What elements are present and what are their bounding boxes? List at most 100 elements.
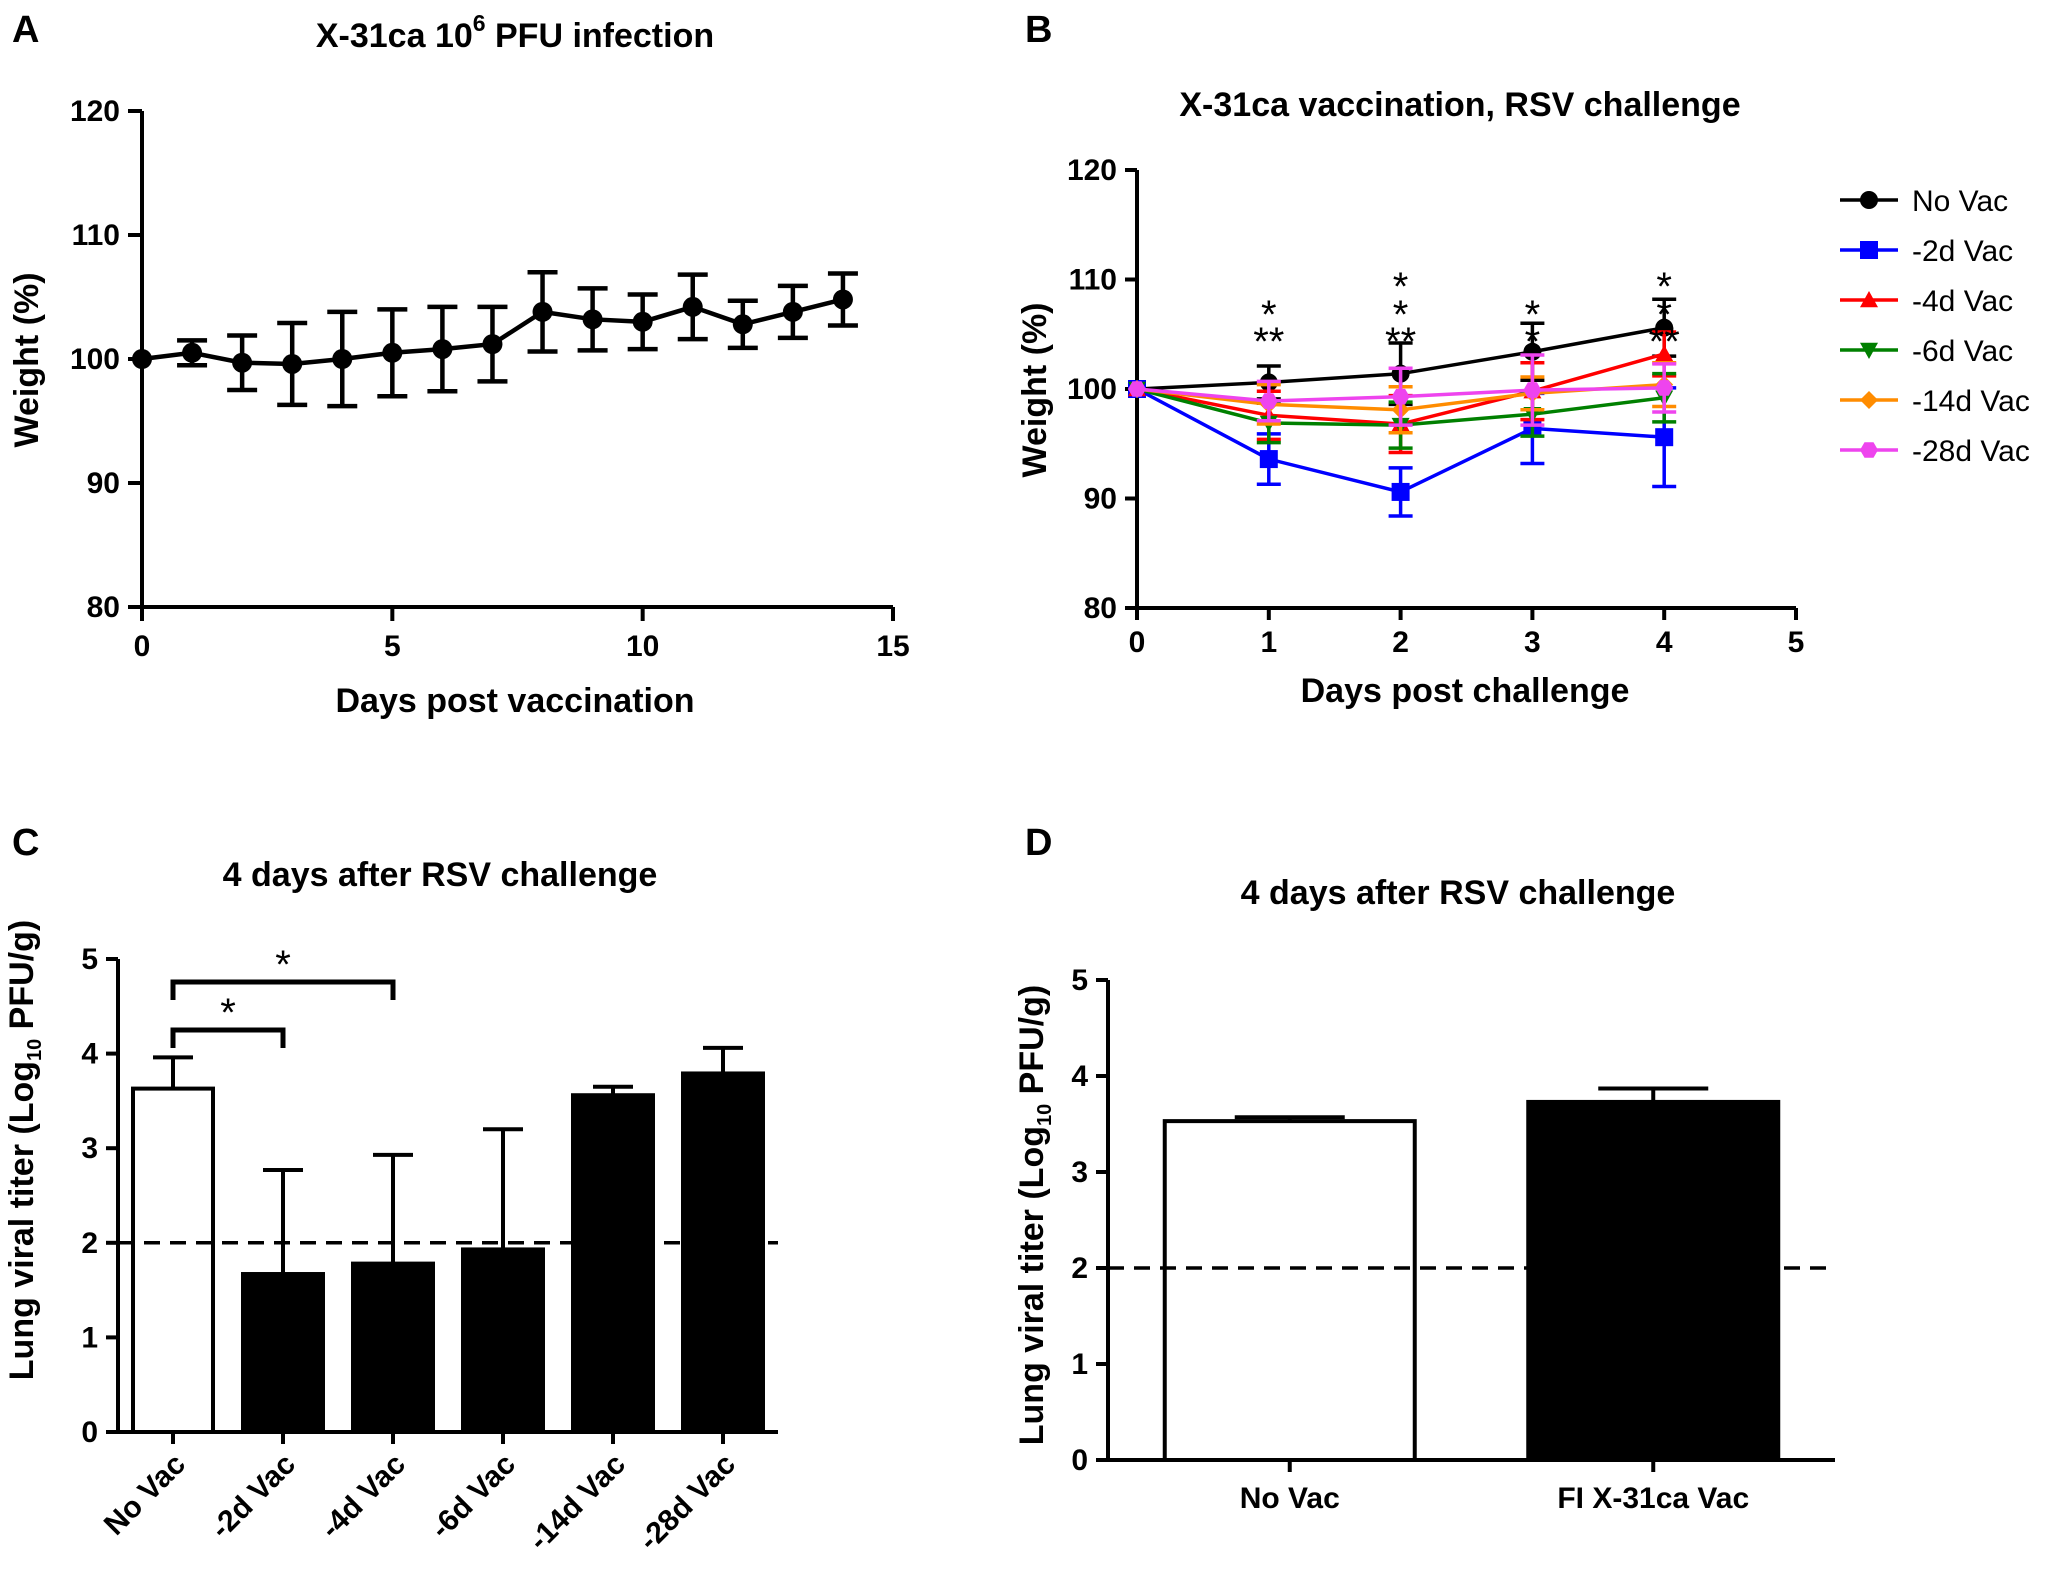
y-tick-label: 110 <box>72 219 120 252</box>
panel-a: A X-31ca 106 PFU infection 8090100110120… <box>8 9 910 720</box>
bar <box>241 1272 325 1434</box>
data-point <box>382 342 403 363</box>
bar <box>1526 1099 1781 1463</box>
y-tick-label: 2 <box>81 1227 98 1260</box>
legend-marker <box>1860 442 1878 458</box>
panel-c-title: 4 days after RSV challenge <box>223 856 658 894</box>
y-tick-label: 3 <box>1071 1156 1088 1189</box>
y-tick-label: 2 <box>1071 1252 1088 1285</box>
bar <box>131 1086 215 1435</box>
significance-star: ** <box>1253 320 1284 364</box>
legend-marker <box>1860 191 1878 209</box>
bracket-star: * <box>220 991 236 1035</box>
significance-star: * <box>1393 293 1409 337</box>
x-tick-label: -14d Vac <box>523 1448 632 1557</box>
panel-a-title: X-31ca 106 PFU infection <box>316 10 714 55</box>
significance-star: * <box>1656 265 1672 309</box>
y-tick-label: 3 <box>81 1132 98 1165</box>
data-point <box>632 311 653 332</box>
bar <box>351 1261 435 1435</box>
y-tick-label: 100 <box>1067 373 1117 406</box>
panel-letter-a: A <box>12 9 39 51</box>
significance-star: * <box>1393 265 1409 309</box>
y-tick-label: 110 <box>1069 264 1117 297</box>
panel-letter-b: B <box>1025 9 1052 51</box>
data-point <box>182 342 203 363</box>
data-point <box>1259 393 1278 409</box>
legend-item: -14d Vac <box>1840 385 2030 418</box>
panel-b: B X-31ca vaccination, RSV challenge 80 90… <box>1016 9 2030 710</box>
panel-b-title: X-31ca vaccination, RSV challenge <box>1179 86 1740 124</box>
x-tick-label: 1 <box>1260 626 1277 659</box>
data-point <box>1391 482 1410 501</box>
y-tick-label: 120 <box>70 95 120 128</box>
panel-c-plot: 0 1 2 3 4 5 No Vac -2d Vac -4d Vac -6d Vac -14d Va… <box>81 943 778 1557</box>
significance-star: * <box>1525 320 1541 364</box>
significance-bracket: * <box>170 991 286 1048</box>
data-point <box>582 309 603 330</box>
data-point <box>282 353 303 374</box>
legend-item: -28d Vac <box>1840 435 2030 468</box>
legend-marker <box>1860 241 1878 259</box>
significance-star: ** <box>1385 320 1416 364</box>
x-tick-label: 15 <box>876 630 909 663</box>
bar <box>461 1247 545 1434</box>
x-tick-label: No Vac <box>98 1448 192 1542</box>
significance-star: * <box>1261 293 1277 337</box>
legend-item: No Vac <box>1840 185 2008 218</box>
panel-a-plot: 80 90 100 110 120 0 5 10 15 <box>70 95 910 663</box>
panel-a-ylabel: Weight (%) <box>8 272 46 447</box>
significance-star: * <box>1525 293 1541 337</box>
x-tick-label: -28d Vac <box>633 1448 742 1557</box>
x-tick-label: 0 <box>1129 626 1146 659</box>
legend-label: -2d Vac <box>1912 235 2013 268</box>
legend-label: -4d Vac <box>1912 285 2013 318</box>
x-tick-label: 0 <box>134 630 151 663</box>
data-point <box>1523 382 1542 398</box>
significance-bracket: * <box>170 943 396 1000</box>
legend-label: -28d Vac <box>1912 435 2030 468</box>
y-tick-label: 80 <box>1084 592 1117 625</box>
y-tick-label: 90 <box>1084 483 1117 516</box>
y-tick-label: 120 <box>1067 154 1117 187</box>
data-point <box>432 339 453 360</box>
y-tick-label: 80 <box>87 591 120 624</box>
bar <box>571 1093 655 1434</box>
panel-d-ylabel: Lung viral titer (Log10 PFU/g) <box>1013 985 1056 1445</box>
panel-letter-c: C <box>12 822 39 864</box>
data-point <box>682 296 703 317</box>
y-tick-label: 5 <box>1071 964 1088 997</box>
data-point <box>732 314 753 335</box>
legend-label: -6d Vac <box>1912 335 2013 368</box>
panel-d: D 4 days after RSV challenge 0 1 2 3 4 5 No Va… <box>1013 822 1835 1515</box>
x-tick-label: 4 <box>1656 626 1673 659</box>
panel-c-ylabel: Lung viral titer (Log10 PFU/g) <box>3 920 46 1380</box>
data-point <box>532 301 553 322</box>
x-tick-label: 3 <box>1524 626 1541 659</box>
y-tick-label: 1 <box>1071 1348 1088 1381</box>
data-point <box>1259 450 1278 469</box>
data-point <box>1655 380 1674 396</box>
bracket-line <box>170 979 396 1000</box>
panel-d-title: 4 days after RSV challenge <box>1241 874 1676 912</box>
y-tick-label: 0 <box>1071 1444 1088 1477</box>
legend-item: -6d Vac <box>1840 335 2013 368</box>
data-point <box>1391 388 1410 405</box>
series-x-31ca <box>132 269 858 409</box>
panel-letter-d: D <box>1025 822 1052 864</box>
y-tick-label: 4 <box>81 1038 98 1071</box>
x-tick-label: FI X-31ca Vac <box>1557 1482 1749 1515</box>
panel-b-legend: No Vac -2d Vac -4d Vac -6d Vac -14d Vac -28d … <box>1840 185 2030 468</box>
data-point <box>132 349 152 369</box>
panel-c: C 4 days after RSV challenge 0 1 2 3 4 5 No Va… <box>3 822 778 1557</box>
bar <box>1162 1119 1417 1462</box>
significance-star: * <box>1656 293 1672 337</box>
legend-label: No Vac <box>1912 185 2008 218</box>
legend-marker <box>1860 342 1878 359</box>
panel-b-xlabel: Days post challenge <box>1301 672 1630 710</box>
x-tick-label: 10 <box>626 630 659 663</box>
data-point <box>1128 381 1146 397</box>
bar <box>681 1071 765 1434</box>
